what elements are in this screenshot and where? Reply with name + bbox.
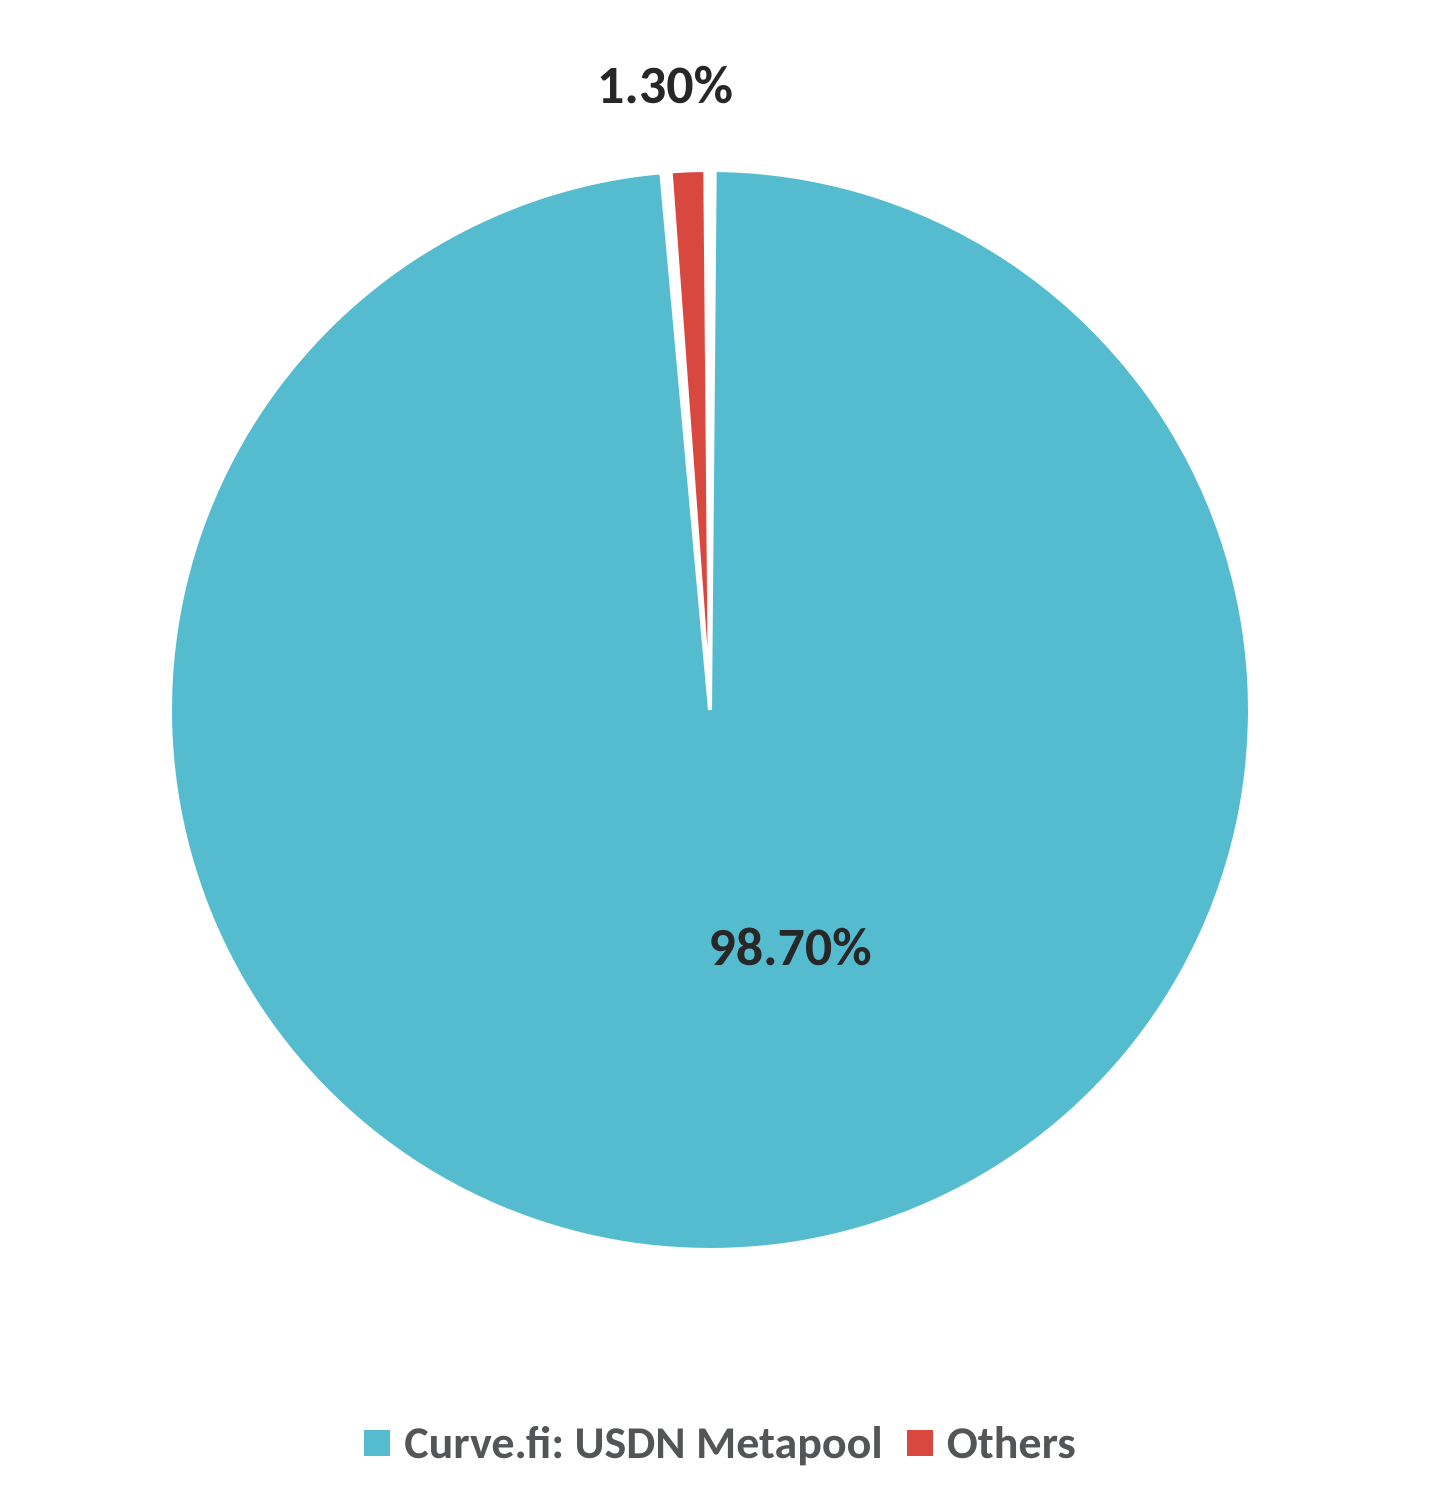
chart-legend: Curve.fi: USDN Metapool Others xyxy=(0,1415,1440,1471)
legend-label: Others xyxy=(947,1415,1076,1471)
pie-data-label: 1.30% xyxy=(597,52,733,118)
legend-label: Curve.fi: USDN Metapool xyxy=(404,1415,882,1471)
pie-chart-container: 98.70% 1.30% Curve.fi: USDN Metapool Other… xyxy=(0,0,1440,1493)
legend-swatch xyxy=(364,1430,390,1456)
legend-item: Curve.fi: USDN Metapool xyxy=(364,1415,882,1471)
pie-data-label: 98.70% xyxy=(708,914,871,980)
pie-chart: 98.70% 1.30% xyxy=(0,0,1440,1493)
legend-item: Others xyxy=(907,1415,1076,1471)
legend-swatch xyxy=(907,1430,933,1456)
